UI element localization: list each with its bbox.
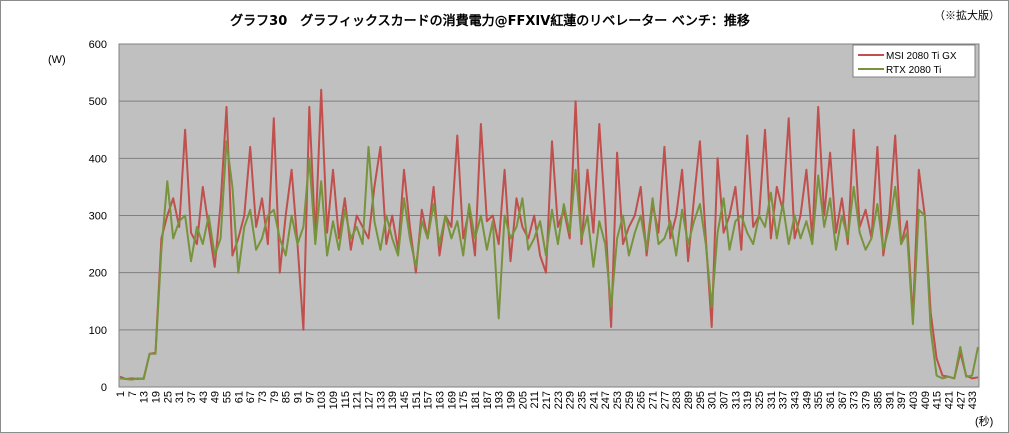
x-tick-label: 85 [281,391,293,403]
x-tick-label: 313 [730,391,742,409]
x-tick-label: 193 [494,391,506,409]
y-tick-label: 100 [89,325,107,337]
x-tick-label: 121 [352,391,364,409]
x-tick-label: 211 [529,391,541,409]
x-tick-label: 391 [884,391,896,409]
x-tick-label: 49 [210,391,222,403]
x-tick-label: 283 [671,391,683,409]
y-tick-label: 200 [89,268,107,280]
x-tick-label: 277 [659,391,671,409]
x-tick-label: 367 [837,391,849,409]
x-tick-label: 163 [435,391,447,409]
x-tick-label: 217 [541,391,553,409]
x-tick-label: 355 [813,391,825,409]
x-axis-label: (秒) [975,414,993,428]
x-tick-label: 73 [257,391,269,403]
x-tick-label: 241 [588,391,600,409]
x-tick-label: 247 [600,391,612,409]
chart-title: グラフ30 グラフィックスカードの消費電力@FFXIV紅蓮のリベレーター ベンチ… [230,13,750,29]
x-tick-label: 7 [127,391,139,397]
x-tick-label: 403 [908,391,920,409]
x-tick-label: 181 [470,391,482,409]
x-tick-label: 55 [222,391,234,403]
x-tick-label: 235 [577,391,589,409]
x-tick-label: 31 [174,391,186,403]
x-tick-label: 205 [517,391,529,409]
x-tick-label: 97 [304,391,316,403]
y-tick-label: 300 [89,211,107,223]
legend: MSI 2080 Ti GX RTX 2080 Ti [852,44,976,78]
x-tick-label: 397 [896,391,908,409]
x-tick-label: 295 [695,391,707,409]
chart-note: （※拡大版） [934,8,1000,22]
x-tick-label: 379 [861,391,873,409]
x-tick-label: 331 [766,391,778,409]
x-tick-label: 415 [932,391,944,409]
x-tick-label: 103 [316,391,328,409]
x-tick-label: 43 [198,391,210,403]
x-tick-label: 307 [719,391,731,409]
legend-label-msi: MSI 2080 Ti GX [886,51,957,62]
x-tick-label: 325 [754,391,766,409]
x-tick-label: 67 [245,391,257,403]
x-tick-label: 421 [943,391,955,409]
x-tick-label: 169 [446,391,458,409]
x-tick-label: 25 [162,391,174,403]
y-tick-label: 600 [89,39,107,51]
series-line-0 [119,88,979,380]
y-tick-label: 0 [101,382,107,394]
x-tick-label: 349 [801,391,813,409]
x-tick-label: 79 [269,391,281,403]
x-tick-label: 319 [742,391,754,409]
x-tick-label: 427 [955,391,967,409]
x-tick-label: 223 [553,391,565,409]
x-tick-label: 37 [186,391,198,403]
x-tick-label: 13 [139,391,151,403]
x-tick-label: 145 [399,391,411,409]
x-tick-label: 259 [624,391,636,409]
x-tick-label: 301 [707,391,719,409]
x-tick-label: 337 [778,391,790,409]
plot-border [118,43,980,388]
x-tick-label: 175 [458,391,470,409]
x-tick-label: 91 [293,391,305,403]
x-tick-label: 1 [115,391,127,397]
x-tick-label: 229 [565,391,577,409]
x-tick-label: 157 [423,391,435,409]
x-tick-label: 109 [328,391,340,409]
x-tick-label: 19 [150,391,162,403]
x-tick-label: 343 [790,391,802,409]
x-tick-label: 433 [967,391,979,409]
y-axis-label: (W) [48,54,66,66]
x-tick-label: 289 [683,391,695,409]
x-tick-label: 361 [825,391,837,409]
x-tick-label: 265 [636,391,648,409]
x-tick-label: 133 [375,391,387,409]
x-tick-label: 115 [340,391,352,409]
legend-label-rtx: RTX 2080 Ti [886,65,941,76]
x-tick-label: 187 [482,391,494,409]
series-line-1 [119,140,979,381]
x-tick-label: 139 [387,391,399,409]
x-tick-label: 61 [233,391,245,403]
x-tick-label: 409 [920,391,932,409]
x-tick-label: 199 [506,391,518,409]
x-tick-label: 151 [411,391,423,409]
y-tick-label: 400 [89,153,107,165]
x-tick-label: 373 [849,391,861,409]
y-tick-label: 500 [89,96,107,108]
x-tick-label: 127 [364,391,376,409]
x-tick-label: 271 [648,391,660,409]
x-tick-label: 253 [612,391,624,409]
x-tick-label: 385 [872,391,884,409]
